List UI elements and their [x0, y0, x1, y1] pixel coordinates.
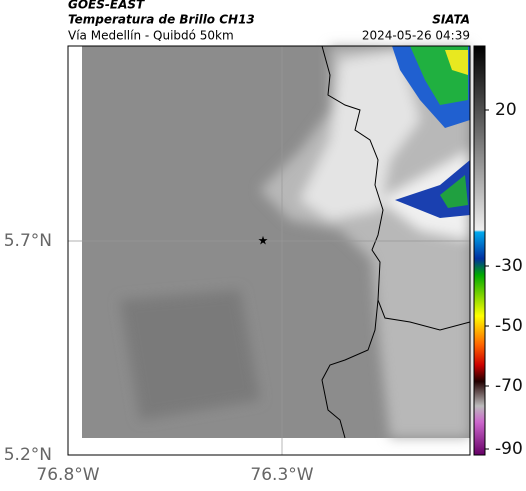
- colorbar-tick-label: -30: [495, 256, 523, 276]
- datetime: 2024-05-26 04:39: [362, 29, 470, 43]
- title: GOES-EAST: [68, 0, 145, 12]
- satellite-image: ★: [68, 45, 471, 455]
- colorbar-tick-label: -50: [495, 316, 523, 336]
- colorbar-tick-label: 20: [495, 100, 517, 120]
- x-tick-label: 76.3°W: [250, 465, 313, 485]
- colorbar-tick-label: -70: [495, 376, 523, 396]
- colorbar: [473, 45, 486, 456]
- map-frame: [67, 45, 471, 456]
- svg-text:★: ★: [258, 234, 269, 248]
- y-tick-label: 5.7°N: [4, 231, 52, 251]
- y-tick-label: 5.2°N: [4, 445, 52, 465]
- borders: [321, 45, 471, 439]
- x-tick-label: 76.8°W: [36, 465, 99, 485]
- colorbar-tick-label: -90: [495, 439, 523, 459]
- location: Vía Medellín - Quibdó 50km: [68, 29, 234, 43]
- subtitle: Temperatura de Brillo CH13: [68, 13, 255, 27]
- source: SIATA: [432, 13, 470, 27]
